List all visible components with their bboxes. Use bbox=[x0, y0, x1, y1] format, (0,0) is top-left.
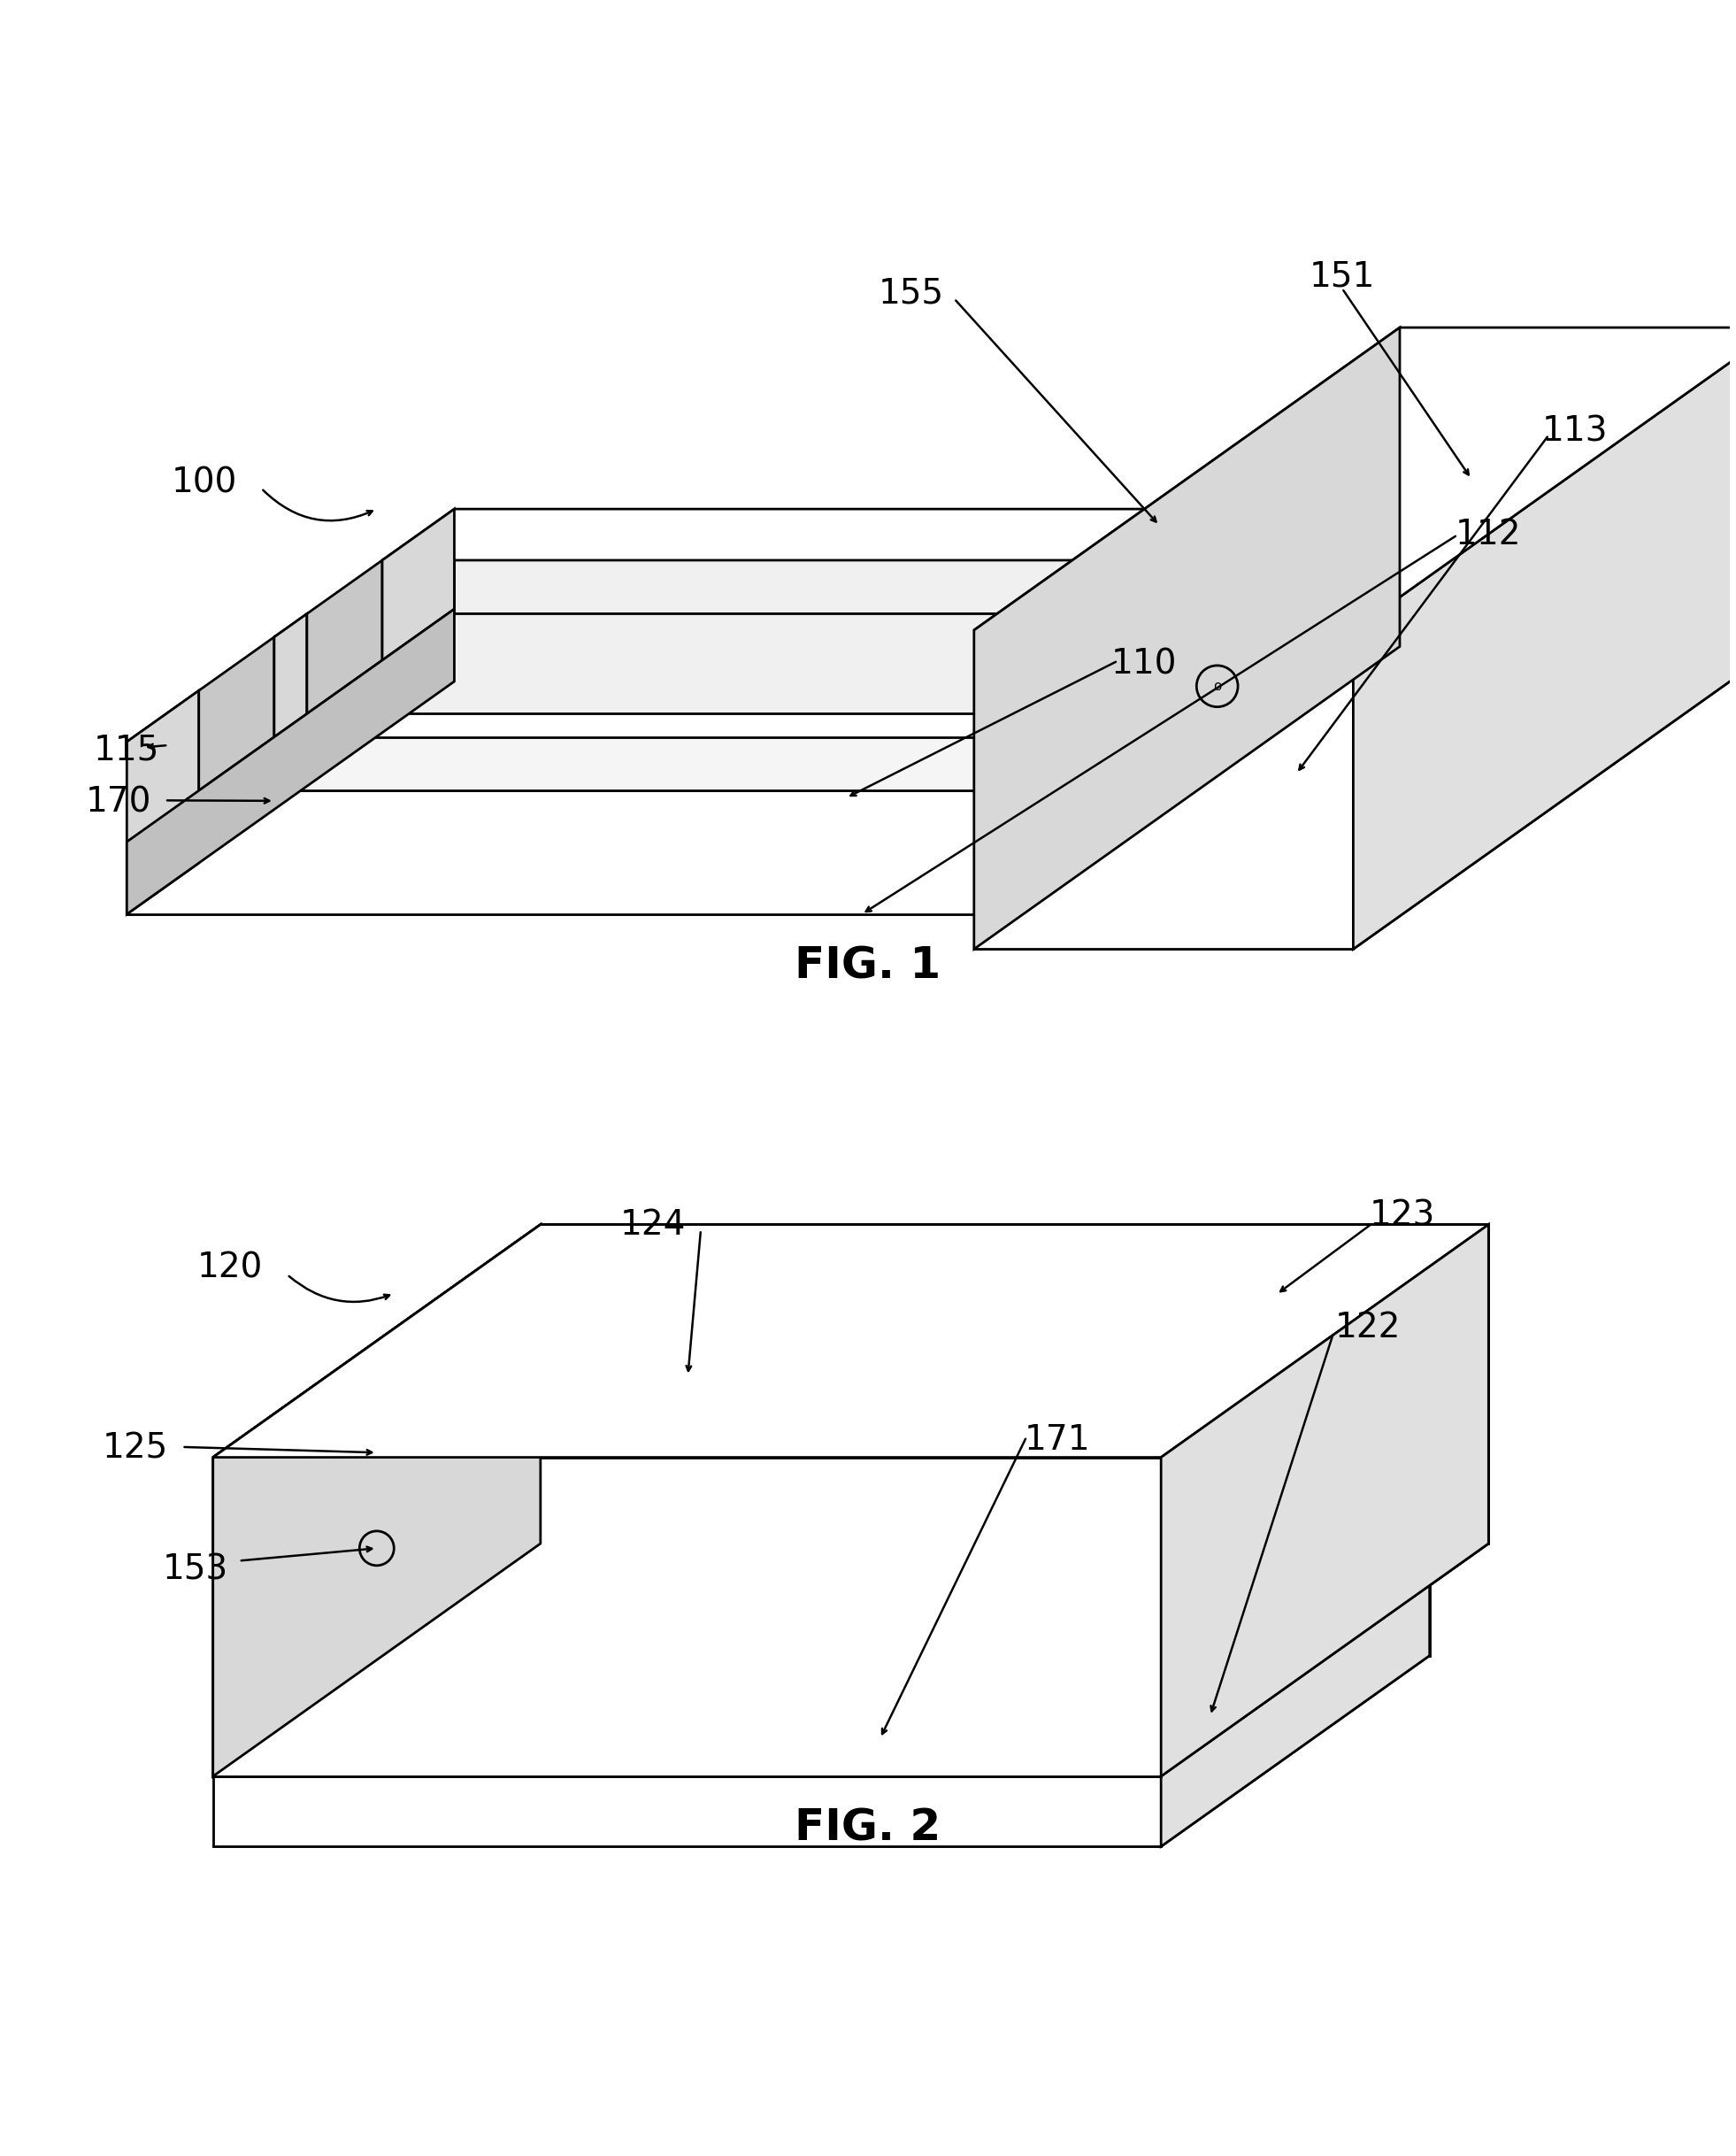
Polygon shape bbox=[1399, 328, 1736, 647]
Polygon shape bbox=[200, 690, 1095, 791]
Polygon shape bbox=[127, 681, 1351, 914]
Polygon shape bbox=[481, 1585, 1429, 1656]
Polygon shape bbox=[214, 1225, 540, 1777]
Polygon shape bbox=[200, 737, 1170, 791]
Text: 171: 171 bbox=[1024, 1423, 1090, 1457]
Text: o: o bbox=[1213, 679, 1222, 692]
Text: 123: 123 bbox=[1370, 1199, 1436, 1233]
Polygon shape bbox=[214, 1225, 1488, 1457]
Polygon shape bbox=[974, 647, 1736, 949]
Text: 110: 110 bbox=[1111, 647, 1177, 681]
Text: 170: 170 bbox=[85, 785, 151, 819]
Polygon shape bbox=[974, 328, 1399, 949]
Polygon shape bbox=[1161, 1225, 1488, 1777]
Polygon shape bbox=[274, 614, 1203, 636]
Polygon shape bbox=[974, 630, 1354, 949]
Polygon shape bbox=[214, 1457, 1161, 1777]
Text: 112: 112 bbox=[1455, 517, 1521, 552]
Polygon shape bbox=[382, 509, 455, 660]
Text: 100: 100 bbox=[172, 466, 238, 500]
Polygon shape bbox=[214, 1544, 1488, 1777]
Polygon shape bbox=[307, 614, 1203, 714]
Polygon shape bbox=[214, 1585, 1429, 1777]
Polygon shape bbox=[1161, 1225, 1488, 1777]
Polygon shape bbox=[274, 636, 1170, 737]
Polygon shape bbox=[214, 1457, 1161, 1777]
Text: 125: 125 bbox=[102, 1432, 168, 1466]
Polygon shape bbox=[200, 636, 274, 791]
Polygon shape bbox=[974, 328, 1736, 630]
Text: 153: 153 bbox=[163, 1552, 229, 1587]
Polygon shape bbox=[127, 690, 1095, 742]
Text: 120: 120 bbox=[198, 1250, 264, 1285]
Polygon shape bbox=[214, 1225, 540, 1777]
Polygon shape bbox=[307, 561, 382, 714]
Polygon shape bbox=[127, 690, 200, 914]
Text: 113: 113 bbox=[1542, 414, 1608, 448]
Text: 151: 151 bbox=[1309, 259, 1375, 293]
Text: 155: 155 bbox=[878, 276, 944, 310]
Text: 115: 115 bbox=[94, 733, 160, 768]
Polygon shape bbox=[214, 1656, 1429, 1846]
Polygon shape bbox=[127, 742, 1023, 914]
Text: 124: 124 bbox=[620, 1207, 686, 1242]
Polygon shape bbox=[307, 660, 1279, 714]
Polygon shape bbox=[214, 1225, 1488, 1457]
Polygon shape bbox=[382, 509, 1351, 561]
Polygon shape bbox=[1354, 328, 1736, 949]
Polygon shape bbox=[1161, 1585, 1429, 1846]
Text: FIG. 1: FIG. 1 bbox=[795, 944, 941, 987]
Polygon shape bbox=[540, 1225, 1488, 1544]
Polygon shape bbox=[127, 608, 455, 914]
Text: FIG. 2: FIG. 2 bbox=[795, 1807, 941, 1850]
Polygon shape bbox=[214, 1777, 1161, 1846]
Polygon shape bbox=[455, 509, 1351, 681]
Polygon shape bbox=[274, 614, 307, 737]
Text: 122: 122 bbox=[1335, 1311, 1401, 1345]
